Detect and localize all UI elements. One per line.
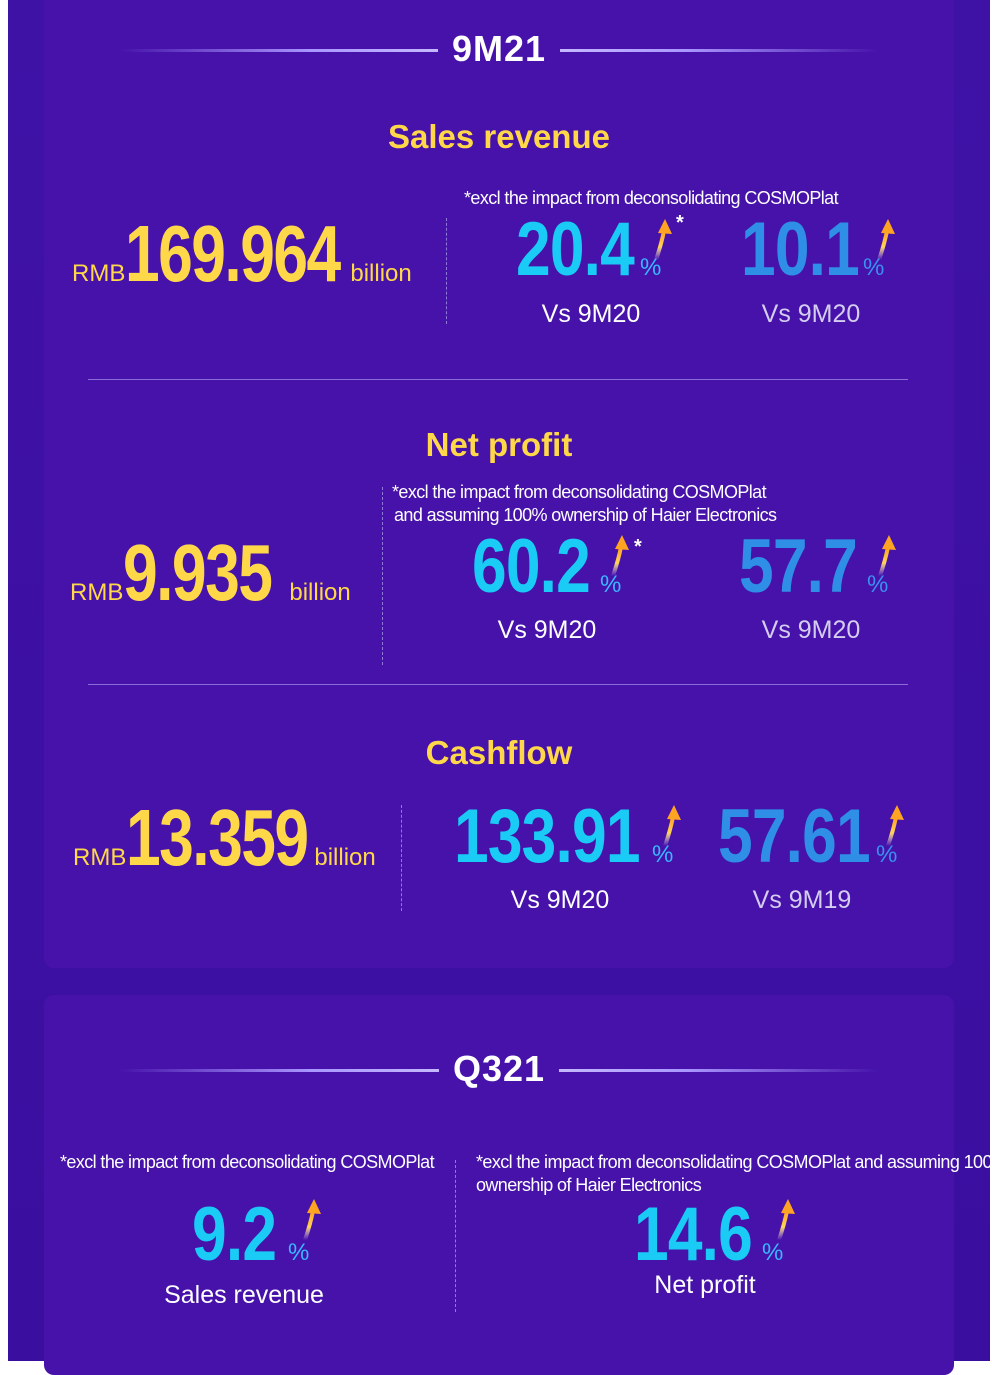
cashflow-value: RMB 13.359 billion — [73, 792, 376, 884]
percent-sign: % — [652, 841, 674, 868]
sales-growth-1-caption: Vs 9M20 — [541, 300, 641, 328]
growth-number: 9.2 — [192, 1192, 277, 1277]
title-line-right — [559, 49, 879, 52]
up-arrow-icon — [653, 217, 677, 261]
up-arrow-icon — [876, 217, 900, 261]
up-arrow-icon — [302, 1197, 326, 1241]
unit-prefix: RMB — [73, 844, 127, 871]
cashflow-growth-1: 133.91 % — [454, 793, 673, 880]
sales-revenue-heading: Sales revenue — [388, 118, 610, 155]
growth-number: 133.91 — [454, 794, 641, 879]
cashflow-growth-2-caption: Vs 9M19 — [752, 886, 852, 914]
sales-growth-1: 20.4 % — [516, 206, 661, 293]
net-profit-value: RMB 9.935 billion — [70, 527, 351, 619]
sales-revenue-value: RMB 169.964 billion — [72, 208, 412, 300]
q-sales-caption: Sales revenue — [164, 1281, 324, 1309]
cashflow-growth-1-caption: Vs 9M20 — [510, 886, 610, 914]
growth-number: 57.7 — [739, 524, 858, 609]
q-profit-note-line-2: ownership of Haier Electronics — [476, 1175, 702, 1195]
unit-prefix: RMB — [72, 260, 126, 287]
profit-note-line-1: *excl the impact from deconsolidating CO… — [392, 482, 767, 502]
growth-number: 57.61 — [718, 794, 871, 879]
sales-growth-2: 10.1 % — [741, 206, 884, 293]
sales-growth-2-caption: Vs 9M20 — [761, 300, 861, 328]
section-divider — [88, 379, 908, 380]
up-arrow-icon — [610, 533, 634, 577]
growth-number: 60.2 — [472, 524, 591, 609]
up-arrow-icon — [877, 533, 901, 577]
up-arrow-icon — [662, 803, 686, 847]
up-arrow-icon — [885, 803, 909, 847]
profit-value-number: 9.935 — [123, 528, 273, 617]
period-title-text: Q321 — [438, 1048, 560, 1089]
percent-sign: % — [867, 571, 889, 598]
up-arrow-icon — [776, 1197, 800, 1241]
sales-divider — [446, 218, 447, 324]
cashflow-heading: Cashflow — [425, 734, 573, 771]
unit-suffix: billion — [289, 579, 351, 606]
profit-note-line-2: and assuming 100% ownership of Haier Ele… — [394, 505, 777, 525]
period-title-q321: Q321 — [44, 1040, 954, 1100]
title-line-left — [119, 49, 439, 52]
percent-sign: % — [600, 571, 622, 598]
growth-number: 14.6 — [634, 1192, 753, 1277]
title-line-right — [559, 1069, 879, 1072]
unit-suffix: billion — [314, 844, 376, 871]
cashflow-value-number: 13.359 — [126, 793, 309, 882]
percent-sign: % — [762, 1239, 784, 1266]
growth-number: 20.4 — [516, 207, 635, 292]
profit-growth-2-caption: Vs 9M20 — [761, 616, 861, 644]
percent-sign: % — [288, 1239, 310, 1266]
unit-suffix: billion — [350, 260, 412, 287]
period-title-9m21: 9M21 — [44, 20, 954, 80]
profit-divider — [382, 487, 383, 665]
asterisk-mark: * — [634, 536, 642, 558]
percent-sign: % — [876, 841, 898, 868]
title-line-left — [119, 1069, 439, 1072]
sales-note: *excl the impact from deconsolidating CO… — [464, 188, 839, 208]
nine-month-card: 9M21 Sales revenue *excl the impact from… — [44, 0, 954, 968]
asterisk-mark: * — [676, 212, 684, 234]
section-divider — [88, 684, 908, 685]
profit-growth-2: 57.7 % — [739, 523, 888, 610]
profit-growth-1: 60.2 % — [472, 523, 621, 610]
unit-prefix: RMB — [70, 579, 124, 606]
growth-number: 10.1 — [741, 207, 860, 292]
q-sales-note: *excl the impact from deconsolidating CO… — [60, 1152, 435, 1172]
sales-value-number: 169.964 — [125, 209, 341, 298]
quarter-divider — [455, 1160, 456, 1312]
net-profit-heading: Net profit — [425, 426, 573, 463]
period-title-text: 9M21 — [437, 28, 561, 69]
q-sales-growth: 9.2 % — [192, 1191, 309, 1278]
cashflow-divider — [401, 805, 402, 911]
q-profit-note-line-1: *excl the impact from deconsolidating CO… — [476, 1152, 992, 1172]
cashflow-growth-2: 57.61 % — [718, 793, 897, 880]
profit-growth-1-caption: Vs 9M20 — [497, 616, 597, 644]
q-profit-caption: Net profit — [654, 1271, 756, 1299]
quarter-card: Q321 *excl the impact from deconsolidati… — [44, 995, 992, 1375]
q-profit-growth: 14.6 % — [634, 1191, 783, 1278]
